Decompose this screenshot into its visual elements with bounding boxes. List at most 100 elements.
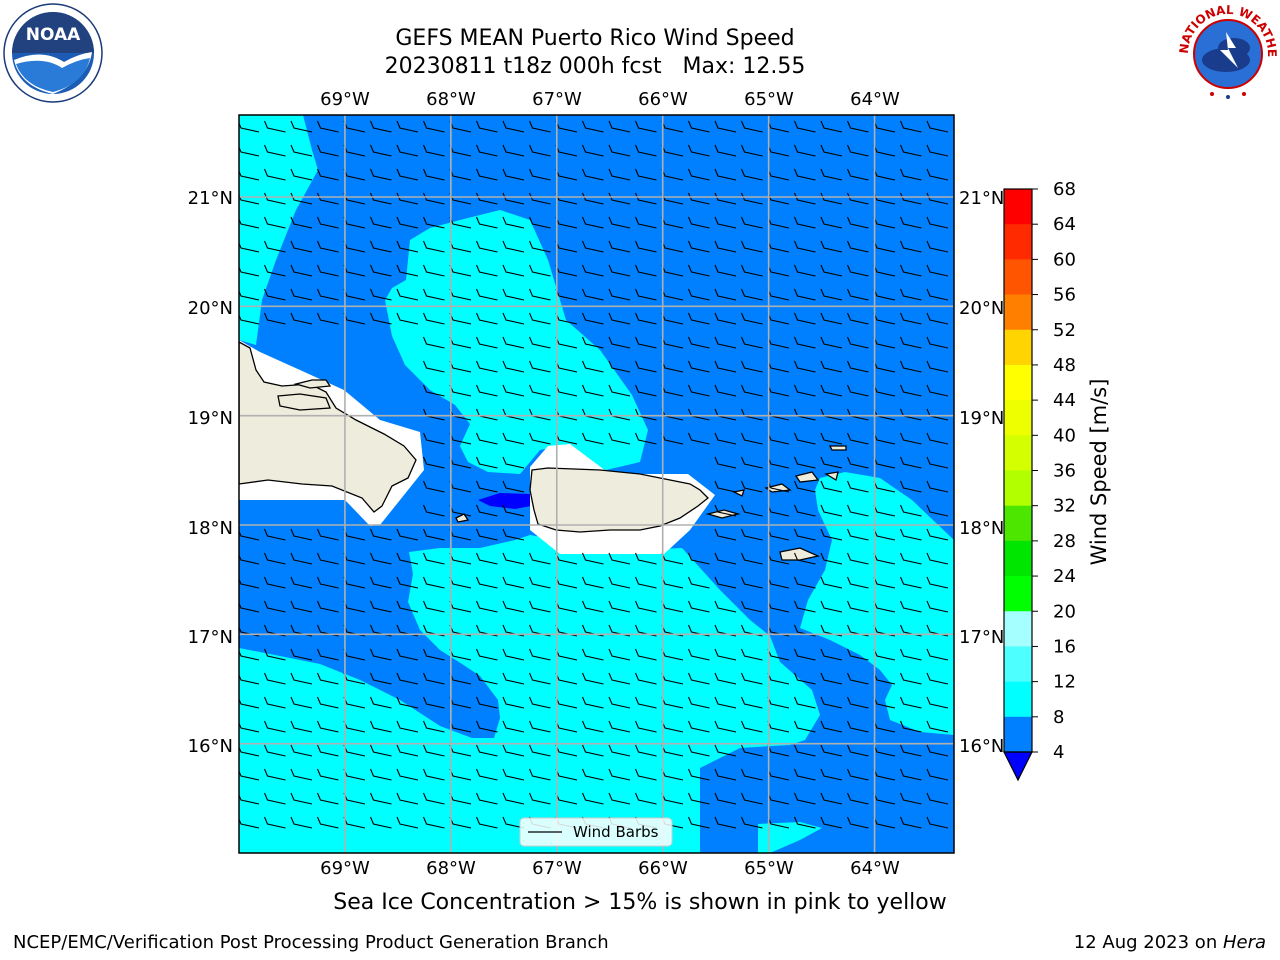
wind-barb: [740, 696, 763, 709]
colorbar-tick-label: 12: [1053, 672, 1076, 693]
wind-barb: [608, 168, 631, 181]
wind-barb: [714, 648, 737, 661]
wind-barb: [369, 696, 392, 709]
wind-barb: [290, 696, 313, 709]
wind-barb: [899, 312, 922, 325]
wind-barb: [396, 120, 419, 133]
wind-barb: [687, 168, 710, 181]
lon-label: 67°W: [532, 858, 582, 879]
wind-barb: [793, 336, 816, 349]
wind-barb: [239, 649, 260, 661]
wind-barb: [793, 456, 816, 469]
wind-barb: [740, 120, 763, 133]
wind-barb: [263, 744, 286, 757]
wind-barb: [581, 336, 604, 349]
lat-label: 19°N: [188, 408, 233, 429]
wind-barb: [926, 768, 949, 781]
wind-barb: [740, 744, 763, 757]
wind-barb: [926, 288, 949, 301]
wind-barb: [396, 552, 419, 565]
wind-barb: [475, 120, 498, 133]
wind-barb: [422, 504, 445, 517]
colorbar-band: [1004, 611, 1032, 647]
wind-barb: [369, 144, 392, 157]
wind-barb: [396, 648, 419, 661]
wind-barb: [239, 145, 260, 157]
wind-barb: [714, 336, 737, 349]
wind-barb: [634, 192, 657, 205]
wind-barb: [422, 168, 445, 181]
wind-barb: [369, 288, 392, 301]
lat-labels-left: 21°N 20°N 19°N 18°N 17°N 16°N: [188, 188, 233, 757]
wind-barb: [846, 672, 869, 685]
wind-barb: [714, 264, 737, 277]
wind-barb: [846, 432, 869, 445]
wind-barb: [422, 696, 445, 709]
wind-barb: [528, 312, 551, 325]
wind-barb: [502, 168, 525, 181]
wind-barb: [475, 672, 498, 685]
wind-barb: [820, 312, 843, 325]
wind-barb: [634, 264, 657, 277]
wind-barb: [820, 480, 843, 493]
wind-barb: [263, 240, 286, 253]
wind-barb: [369, 720, 392, 733]
wind-barb: [396, 528, 419, 541]
wind-barb: [475, 144, 498, 157]
colorbar-tick-label: 56: [1053, 285, 1076, 306]
wind-barb: [263, 192, 286, 205]
wind-barb: [422, 312, 445, 325]
wind-barb: [687, 336, 710, 349]
wind-barb: [899, 600, 922, 613]
wind-barb: [316, 744, 339, 757]
wind-barb: [714, 792, 737, 805]
wind-barb: [820, 336, 843, 349]
colorbar-underflow-triangle: [1003, 751, 1033, 782]
wind-barb: [846, 552, 869, 565]
wind-barb: [528, 696, 551, 709]
lat-label: 18°N: [959, 518, 1004, 539]
wind-barb: [475, 216, 498, 229]
lon-label: 65°W: [744, 858, 794, 879]
lon-label: 69°W: [320, 858, 370, 879]
wind-barb: [396, 312, 419, 325]
wind-barb: [820, 192, 843, 205]
wind-barb: [316, 288, 339, 301]
wind-barb: [396, 600, 419, 613]
wind-barb: [714, 216, 737, 229]
footer-credit: NCEP/EMC/Verification Post Processing Pr…: [13, 932, 609, 953]
wind-barb: [290, 792, 313, 805]
wind-barb: [239, 745, 260, 757]
wind-barb: [634, 288, 657, 301]
wind-barbs: [239, 120, 949, 829]
wind-barb: [475, 360, 498, 373]
wind-barb: [475, 456, 498, 469]
wind-barb: [316, 648, 339, 661]
wind-barb: [846, 144, 869, 157]
wind-barb: [793, 720, 816, 733]
wind-barb: [263, 816, 286, 829]
wind-barb: [740, 360, 763, 373]
wind-barb: [714, 432, 737, 445]
wind-barb: [263, 168, 286, 181]
wind-barb: [502, 144, 525, 157]
wind-barb: [608, 192, 631, 205]
lon-label: 68°W: [426, 89, 476, 110]
graticule: [239, 115, 954, 853]
wind-barb: [634, 216, 657, 229]
wind-barb: [475, 240, 498, 253]
wind-barb: [290, 744, 313, 757]
wind-barb: [820, 120, 843, 133]
colorbar-tick-label: 8: [1053, 707, 1064, 728]
wind-barb: [396, 288, 419, 301]
wind-barb: [687, 216, 710, 229]
lon-label: 66°W: [638, 858, 688, 879]
wind-barb: [239, 817, 260, 829]
wind-barb: [820, 648, 843, 661]
colorbar: 68 64 60 56 52 48 44 40 36 32 28 24 20 16 12 8 4 Wind Sp…: [1003, 179, 1111, 782]
wind-barb: [820, 744, 843, 757]
wind-barb: [528, 336, 551, 349]
colorbar-band: [1004, 540, 1032, 577]
wind-barb: [740, 480, 763, 493]
colorbar-bands: [1004, 189, 1032, 753]
